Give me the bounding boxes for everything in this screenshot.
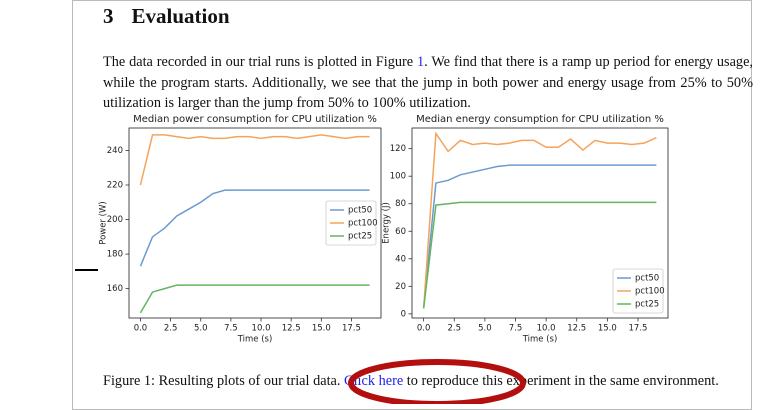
y-tick-label: 0 bbox=[401, 309, 406, 319]
x-axis-label: Time (s) bbox=[522, 335, 558, 345]
y-tick-label: 220 bbox=[107, 181, 123, 191]
x-tick-label: 10.0 bbox=[537, 324, 556, 334]
legend-label: pct100 bbox=[348, 219, 378, 229]
series-line bbox=[422, 201, 657, 309]
y-tick-label: 60 bbox=[395, 227, 406, 237]
y-tick-label: 80 bbox=[395, 199, 406, 209]
series-line bbox=[139, 284, 370, 314]
x-tick-label: 7.5 bbox=[509, 324, 523, 334]
chart-title: Median energy consumption for CPU utiliz… bbox=[416, 114, 664, 125]
caption: Figure 1: Resulting plots of our trial d… bbox=[103, 370, 753, 392]
text: The data recorded in our trial runs is p… bbox=[103, 54, 417, 70]
caption-label: Figure 1: bbox=[103, 373, 156, 389]
x-tick-label: 15.0 bbox=[312, 324, 331, 334]
x-tick-label: 2.5 bbox=[447, 324, 461, 334]
margin-mark bbox=[75, 269, 98, 271]
legend-label: pct25 bbox=[348, 232, 372, 242]
x-tick-label: 12.5 bbox=[567, 324, 586, 334]
x-tick-label: 17.5 bbox=[342, 324, 361, 334]
x-tick-label: 2.5 bbox=[164, 324, 178, 334]
text: Resulting plots of our trial data. bbox=[155, 373, 345, 389]
legend-box bbox=[612, 268, 664, 314]
paragraph: The data recorded in our trial runs is p… bbox=[103, 52, 753, 114]
x-tick-label: 17.5 bbox=[629, 324, 648, 334]
section-number: 3 bbox=[103, 4, 114, 28]
x-tick-label: 0.0 bbox=[417, 324, 431, 334]
text: to reproduce this experiment in the same… bbox=[403, 373, 719, 389]
x-tick-label: 0.0 bbox=[134, 324, 148, 334]
x-axis-label: Time (s) bbox=[237, 335, 273, 345]
series-line bbox=[422, 131, 657, 309]
legend-label: pct50 bbox=[635, 274, 659, 284]
y-tick-label: 180 bbox=[107, 250, 123, 260]
plot-frame bbox=[128, 127, 382, 319]
x-tick-label: 7.5 bbox=[224, 324, 238, 334]
plot-frame bbox=[411, 127, 669, 319]
text: . We find that there is a ramp up period… bbox=[103, 54, 753, 111]
legend-label: pct25 bbox=[635, 300, 659, 310]
y-tick-label: 100 bbox=[390, 172, 406, 182]
y-tick-label: 120 bbox=[390, 144, 406, 154]
x-tick-label: 5.0 bbox=[194, 324, 208, 334]
legend-label: pct50 bbox=[348, 206, 372, 216]
section-title: Evaluation bbox=[131, 4, 230, 28]
y-axis-label: Power (W) bbox=[99, 201, 109, 244]
chart-title: Median power consumption for CPU utiliza… bbox=[133, 114, 377, 125]
section-heading: 3 Evaluation bbox=[103, 4, 230, 29]
series-line bbox=[422, 164, 657, 309]
legend-box bbox=[325, 200, 377, 246]
x-tick-label: 10.0 bbox=[252, 324, 271, 334]
y-tick-label: 160 bbox=[107, 284, 123, 294]
reproduce-link[interactable]: Click here bbox=[344, 373, 404, 389]
y-tick-label: 20 bbox=[395, 282, 406, 292]
legend-label: pct100 bbox=[635, 287, 665, 297]
y-tick-label: 200 bbox=[107, 215, 123, 225]
figure-link[interactable]: 1 bbox=[416, 54, 425, 70]
x-tick-label: 12.5 bbox=[282, 324, 301, 334]
x-tick-label: 5.0 bbox=[478, 324, 492, 334]
y-tick-label: 240 bbox=[107, 146, 123, 156]
x-tick-label: 15.0 bbox=[598, 324, 617, 334]
series-line bbox=[139, 134, 370, 186]
series-line bbox=[139, 189, 370, 267]
y-axis-label: Energy (J) bbox=[382, 202, 392, 244]
y-tick-label: 40 bbox=[395, 254, 406, 264]
